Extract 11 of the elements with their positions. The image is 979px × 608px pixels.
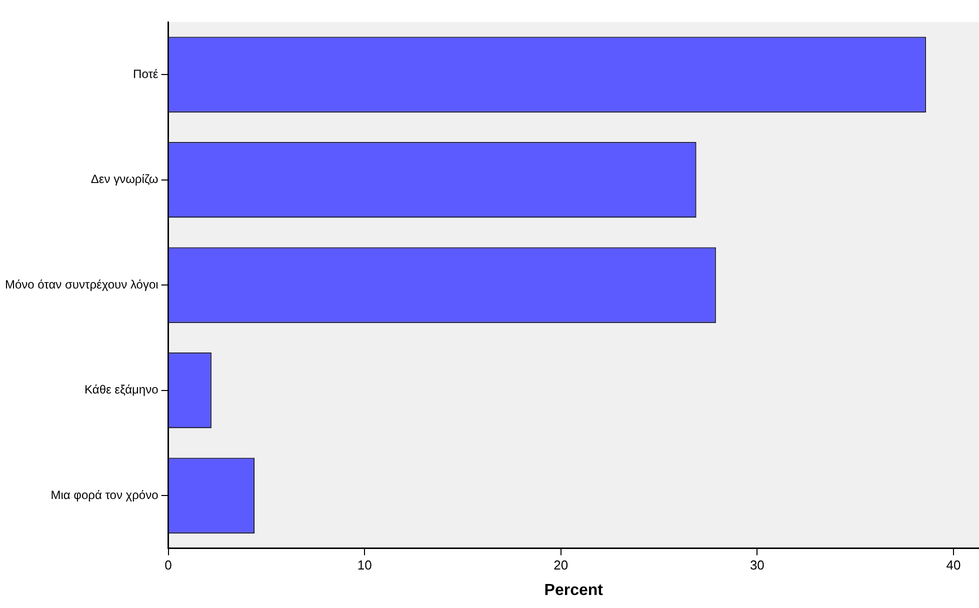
x-tick-label: 0 [164, 558, 172, 573]
y-tick-label: Κάθε εξάμηνο [84, 382, 159, 397]
x-tick-label: 20 [554, 558, 568, 573]
y-tick-label: Δεν γνωρίζω [90, 172, 158, 186]
y-tick-label: Μόνο όταν συντρέχουν λόγοι [4, 277, 159, 292]
y-tick-label: Μια φορά τον χρόνο [50, 488, 159, 502]
x-tick-label: 10 [357, 558, 372, 573]
x-axis-title: Percent [544, 582, 604, 599]
x-tick-label: 30 [750, 558, 764, 573]
x-tick-label: 40 [946, 558, 961, 573]
y-tick-label: Ποτέ [133, 66, 159, 81]
